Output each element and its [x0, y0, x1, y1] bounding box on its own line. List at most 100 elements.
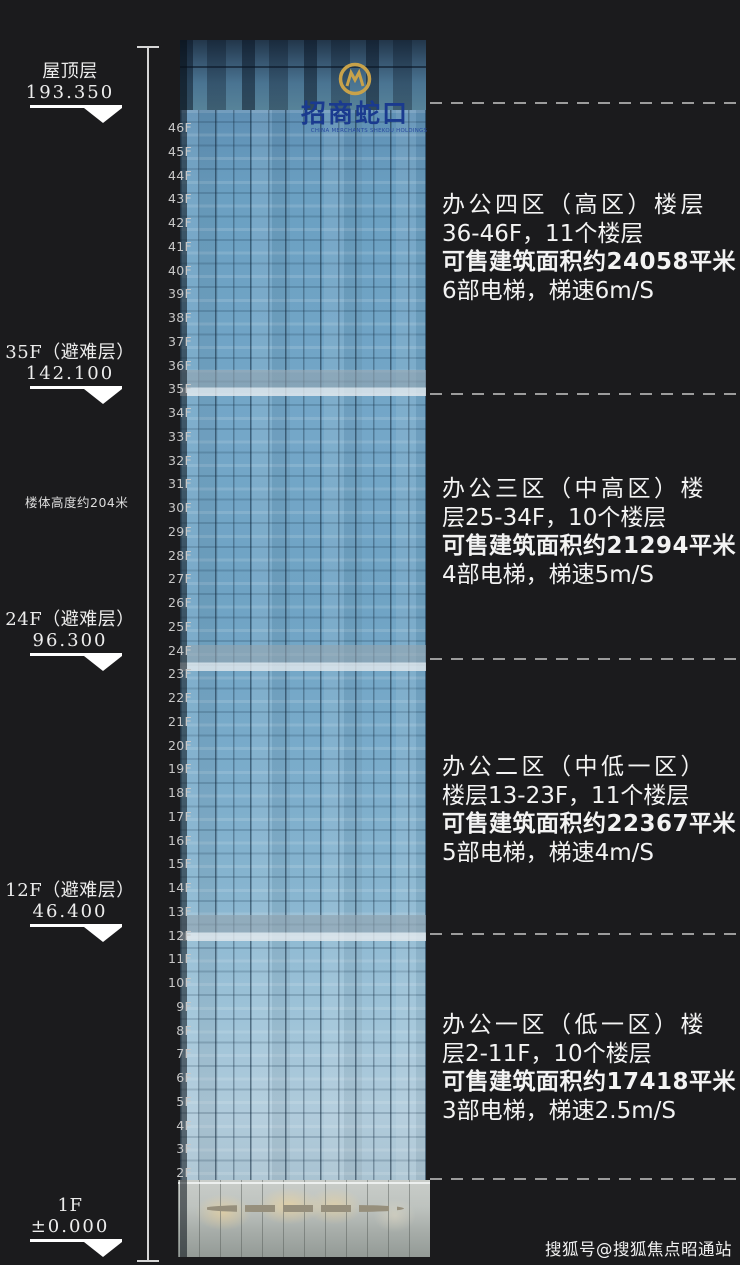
zone-floor-range: 层25-34F，10个楼层 — [442, 504, 667, 531]
zone-floor-range: 层2-11F，10个楼层 — [442, 1040, 652, 1067]
annotation-elevation-value: 193.350 — [25, 82, 115, 103]
annotation-elevation-value: 142.100 — [25, 363, 115, 384]
zone-title: 办公一区（低一区）楼 — [442, 1012, 707, 1038]
floor-label: 42F — [168, 215, 192, 230]
zone-title: 办公四区（高区）楼层 — [442, 192, 707, 218]
elevation-marker — [4, 653, 136, 677]
zone-floor-range: 36-46F，11个楼层 — [442, 220, 644, 247]
marker-line — [30, 653, 122, 656]
annotation-elevation-value: 96.300 — [32, 630, 108, 651]
marker-line — [30, 386, 122, 389]
floor-label: 32F — [168, 452, 192, 468]
annotation-floor-label: 35F（避难层） — [5, 342, 135, 363]
elevation-marker — [4, 105, 136, 129]
floor-label: 9F — [176, 998, 192, 1014]
elevation-annotation: 屋顶层 193.350 — [4, 61, 136, 129]
dimension-tick-top — [137, 46, 159, 48]
zone-description-block: 办公一区（低一区）楼 层2-11F，10个楼层 可售建筑面积约17418平米 3… — [442, 1011, 740, 1125]
floor-label: 15F — [168, 856, 192, 872]
floor-label: 13F — [168, 903, 192, 919]
zone-separator-dashed-line — [430, 102, 740, 104]
floor-label: 12F — [168, 927, 192, 943]
floor-label: 23F — [168, 666, 192, 682]
zone-description-block: 办公四区（高区）楼层 36-46F，11个楼层 可售建筑面积约24058平米 6… — [442, 191, 740, 305]
floor-label: 31F — [168, 476, 192, 492]
annotation-floor-label: 屋顶层 — [42, 61, 98, 82]
marker-triangle-icon — [84, 1242, 122, 1257]
zone-sellable-area: 可售建筑面积约22367平米 — [442, 811, 737, 837]
floor-label: 40F — [168, 262, 192, 278]
floor-label: 22F — [168, 690, 192, 705]
floor-label: 8F — [176, 1022, 192, 1038]
floor-label: 25F — [168, 618, 192, 634]
logo-wordmark: 招商蛇口 — [300, 99, 409, 128]
floor-label: 17F — [168, 808, 192, 824]
floor-label: 34F — [168, 405, 192, 420]
zone-sellable-area: 可售建筑面积约21294平米 — [442, 533, 737, 559]
floor-label: 5F — [176, 1093, 192, 1109]
elevation-marker — [4, 1239, 136, 1263]
marker-line — [30, 1239, 122, 1242]
zone-separator-dashed-line — [430, 393, 740, 395]
floor-label: 20F — [168, 737, 192, 753]
marker-triangle-icon — [84, 927, 122, 942]
zone-elevator-info: 5部电梯，梯速4m/S — [442, 839, 655, 866]
floor-label: 4F — [176, 1117, 192, 1133]
floor-label: 46F — [168, 120, 192, 135]
floor-label: 21F — [168, 713, 192, 729]
zone-floor-range: 楼层13-23F，11个楼层 — [442, 782, 690, 809]
zone-title: 办公三区（中高区）楼 — [442, 476, 707, 502]
building-crown — [180, 40, 426, 110]
zone-description-block: 办公三区（中高区）楼 层25-34F，10个楼层 可售建筑面积约21294平米 … — [442, 475, 740, 589]
marker-triangle-icon — [84, 108, 122, 123]
floor-label: 30F — [168, 500, 192, 515]
floor-label: 41F — [168, 238, 192, 254]
building-podium — [178, 1180, 430, 1257]
floor-label-column: 46F 45F 44F 43F 42F 41F 40F 39F 38F 37F 36F 35F 34F 3… — [148, 121, 193, 1179]
floor-label: 27F — [168, 571, 192, 587]
dimension-line — [147, 46, 149, 1262]
zone-separator-dashed-line — [430, 658, 740, 660]
china-merchants-shekou-logo: 招商蛇口 CHINA MERCHANTS SHEKOU HOLDINGS — [290, 60, 428, 136]
elevation-marker — [4, 924, 136, 948]
floor-label: 11F — [168, 951, 192, 967]
zone-elevator-info: 6部电梯，梯速6m/S — [442, 277, 655, 304]
floor-label: 19F — [168, 761, 192, 777]
zone-elevator-info: 4部电梯，梯速5m/S — [442, 561, 655, 588]
floor-label: 28F — [168, 547, 192, 563]
elevation-annotation: 1F ±0.000 — [4, 1195, 136, 1263]
floor-label: 44F — [168, 167, 192, 183]
floor-label: 29F — [168, 523, 192, 539]
marker-triangle-icon — [84, 656, 122, 671]
zone-separator-dashed-line — [430, 933, 740, 935]
logo-caption: CHINA MERCHANTS SHEKOU HOLDINGS — [310, 127, 428, 134]
annotation-elevation-value: 46.400 — [32, 901, 108, 922]
marker-line — [30, 105, 122, 108]
floor-label: 2F — [176, 1165, 192, 1180]
floor-label: 3F — [176, 1141, 192, 1157]
building-height-note: 楼体高度约204米 — [25, 495, 129, 510]
floor-label: 43F — [168, 191, 192, 207]
floor-label: 26F — [168, 595, 192, 610]
elevation-annotation: 12F（避难层） 46.400 — [4, 880, 136, 948]
zone-sellable-area: 可售建筑面积约24058平米 — [442, 249, 737, 275]
floor-label: 37F — [168, 333, 192, 349]
floor-label: 45F — [168, 143, 192, 159]
floor-label: 7F — [176, 1046, 192, 1062]
watermark: 搜狐号@搜狐焦点昭通站 — [545, 1240, 732, 1259]
floor-label: 36F — [168, 357, 192, 373]
annotation-floor-label: 1F — [57, 1195, 83, 1216]
floor-label: 33F — [168, 428, 192, 444]
floor-label: 16F — [168, 832, 192, 848]
annotation-floor-label: 24F（避难层） — [5, 609, 135, 630]
elevation-marker — [4, 386, 136, 410]
annotation-floor-label: 12F（避难层） — [5, 880, 135, 901]
zone-elevator-info: 3部电梯，梯速2.5m/S — [442, 1097, 676, 1124]
floor-label: 18F — [168, 785, 192, 800]
refuge-floor-band-12f — [180, 915, 426, 941]
dimension-tick-bottom — [137, 1260, 159, 1262]
annotation-elevation-value: ±0.000 — [30, 1216, 110, 1237]
building-illustration: 招商蛇口 CHINA MERCHANTS SHEKOU HOLDINGS — [178, 40, 430, 1257]
marker-triangle-icon — [84, 389, 122, 404]
